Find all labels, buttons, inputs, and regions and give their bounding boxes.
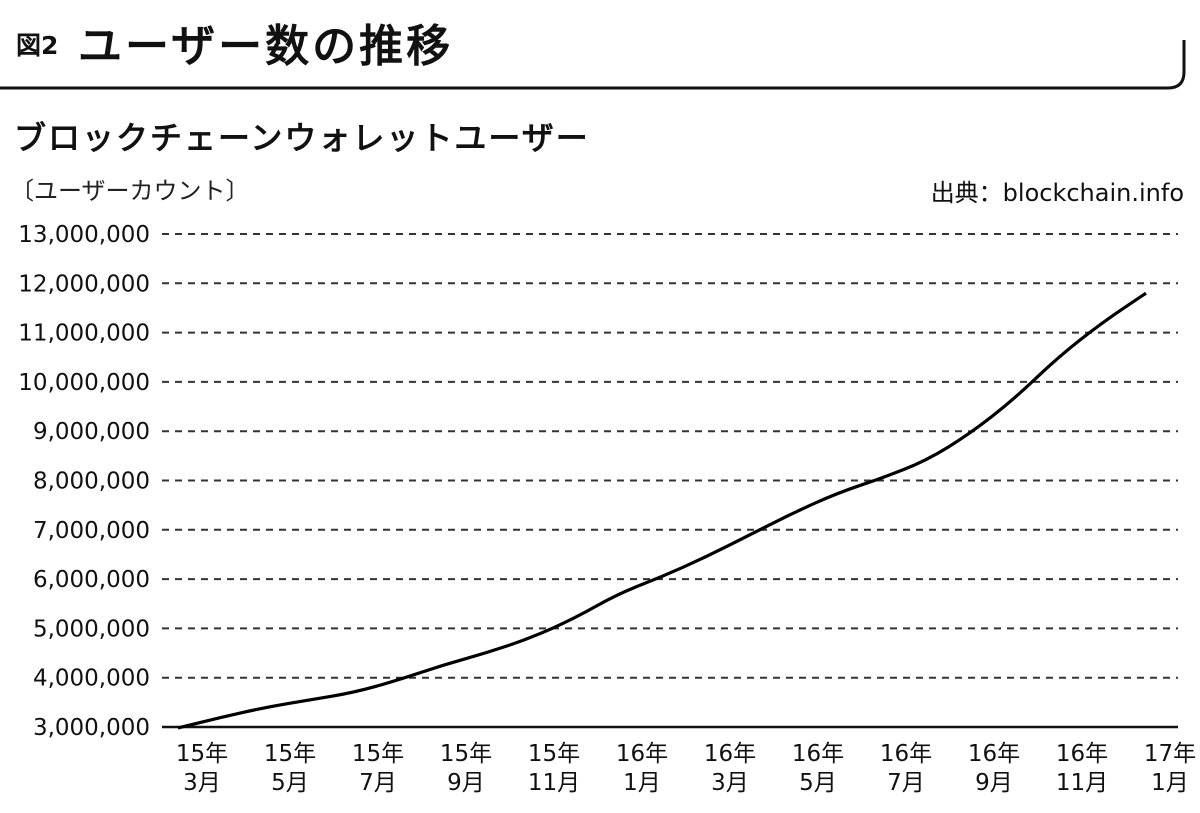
x-tick-month: 11月 xyxy=(528,770,580,796)
figure-header: 図2 ユーザー数の推移 xyxy=(0,0,1200,95)
y-tick-label: 4,000,000 xyxy=(33,666,150,692)
x-tick-year: 16年 xyxy=(792,741,844,767)
grid-lines xyxy=(162,233,1178,729)
x-tick-month: 7月 xyxy=(359,770,397,796)
x-tick-year: 16年 xyxy=(968,741,1020,767)
figure-title: ユーザー数の推移 xyxy=(78,21,454,72)
x-tick-labels: 15年 3月 15年 5月 15年 7月 15年 9月 15年 11月 16年 1月 16年 3月 16年 5… xyxy=(176,741,1196,796)
y-tick-label: 13,000,000 xyxy=(18,222,150,248)
y-tick-label: 3,000,000 xyxy=(33,715,150,741)
y-axis-label: 〔ユーザーカウント〕 xyxy=(10,177,250,205)
y-tick-label: 10,000,000 xyxy=(18,370,150,396)
y-tick-label: 12,000,000 xyxy=(18,271,150,297)
source-note: 出典：blockchain.info xyxy=(930,179,1184,207)
y-tick-label: 6,000,000 xyxy=(33,567,150,593)
x-tick-month: 1月 xyxy=(1151,770,1189,796)
x-tick-month: 5月 xyxy=(799,770,837,796)
x-tick-year: 15年 xyxy=(176,741,228,767)
x-tick-month: 9月 xyxy=(975,770,1013,796)
x-tick-year: 16年 xyxy=(704,741,756,767)
header-rule xyxy=(0,40,1186,90)
x-tick-year: 15年 xyxy=(264,741,316,767)
y-tick-label: 7,000,000 xyxy=(33,518,150,544)
x-tick-month: 5月 xyxy=(271,770,309,796)
x-tick-year: 15年 xyxy=(528,741,580,767)
chart-title: ブロックチェーンウォレットユーザー xyxy=(14,119,590,157)
y-tick-label: 11,000,000 xyxy=(18,321,150,347)
x-tick-month: 9月 xyxy=(447,770,485,796)
x-tick-year: 16年 xyxy=(1056,741,1108,767)
y-tick-label: 5,000,000 xyxy=(33,616,150,642)
figure-label: 図2 xyxy=(16,31,59,60)
y-tick-label: 8,000,000 xyxy=(33,469,150,495)
series-line xyxy=(177,291,1147,730)
x-tick-year: 15年 xyxy=(352,741,404,767)
x-tick-year: 17年 xyxy=(1144,741,1196,767)
x-tick-month: 3月 xyxy=(711,770,749,796)
y-tick-labels: 3,000,000 4,000,000 5,000,000 6,000,000 7,00… xyxy=(18,222,150,741)
y-tick-label: 9,000,000 xyxy=(33,419,150,445)
series-layer xyxy=(177,291,1147,730)
x-tick-year: 16年 xyxy=(880,741,932,767)
x-tick-month: 11月 xyxy=(1056,770,1108,796)
x-tick-year: 16年 xyxy=(616,741,668,767)
x-tick-year: 15年 xyxy=(440,741,492,767)
x-tick-month: 7月 xyxy=(887,770,925,796)
x-tick-month: 1月 xyxy=(623,770,661,796)
x-tick-month: 3月 xyxy=(183,770,221,796)
